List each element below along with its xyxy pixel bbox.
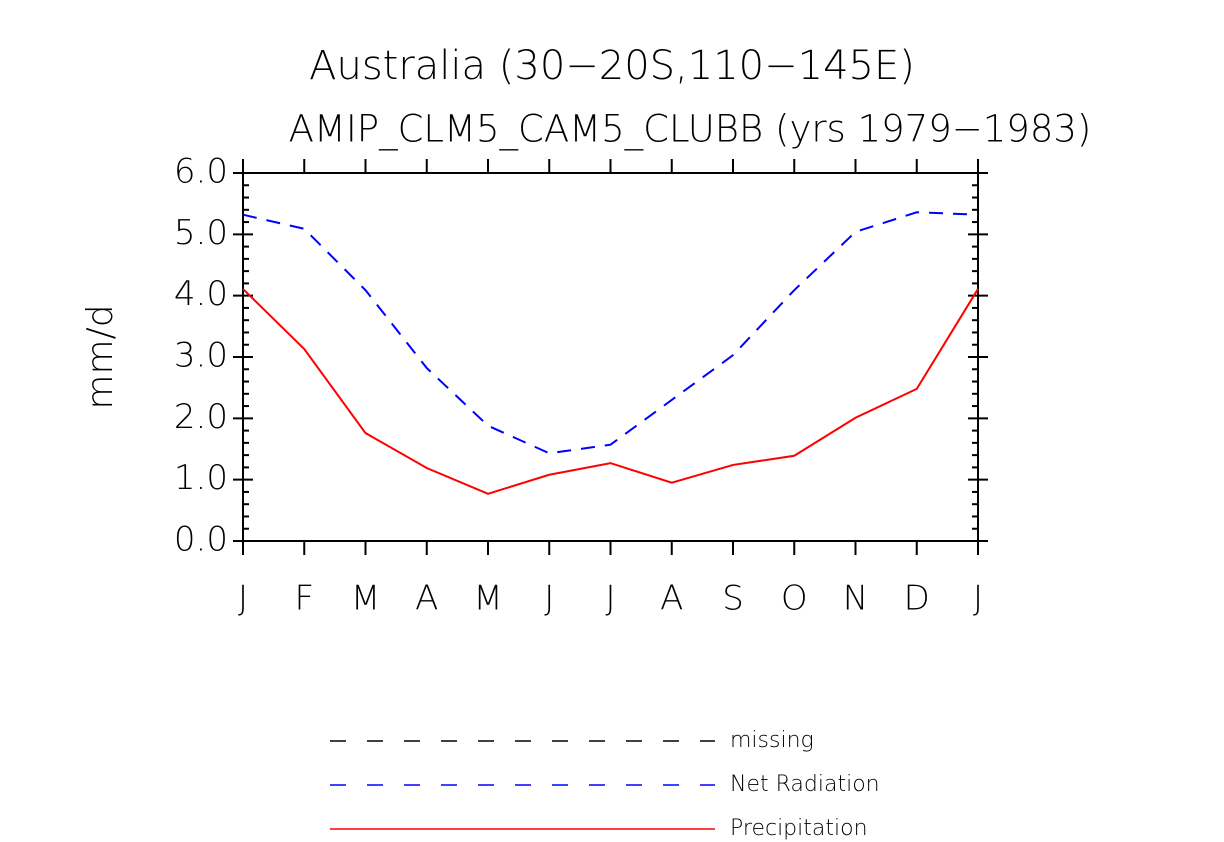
- y-tick-label: 2.0: [174, 397, 228, 437]
- x-tick-label: M: [351, 579, 380, 619]
- series-line: [242, 211, 979, 455]
- y-axis-label: mm/d: [80, 304, 121, 409]
- y-tick-label: 1.0: [174, 458, 228, 498]
- chart-subtitle: AMIP_CLM5_CAM5_CLUBB (yrs 1979−1983): [289, 108, 1092, 152]
- x-tick-label: D: [904, 579, 930, 619]
- y-tick-label: 3.0: [174, 336, 228, 376]
- x-tick-label: J: [605, 579, 615, 619]
- y-tick-label: 0.0: [174, 520, 228, 560]
- series-line: [242, 288, 979, 495]
- x-tick-label: S: [722, 579, 744, 619]
- x-tick-label: J: [973, 579, 983, 619]
- y-tick-label: 6.0: [174, 152, 228, 192]
- legend-label: missing: [730, 728, 814, 753]
- x-tick-label: A: [415, 579, 438, 619]
- x-tick-label: J: [238, 579, 248, 619]
- legend-label: Precipitation: [730, 816, 868, 841]
- x-tick-label: M: [473, 579, 502, 619]
- y-tick-label: 5.0: [174, 213, 228, 253]
- x-tick-label: N: [843, 579, 868, 619]
- x-tick-label: F: [294, 579, 314, 619]
- chart-title: Australia (30−20S,110−145E): [309, 43, 915, 89]
- x-tick-label: J: [544, 579, 554, 619]
- x-tick-label: O: [781, 579, 808, 619]
- legend-label: Net Radiation: [730, 772, 880, 797]
- x-tick-label: A: [660, 579, 683, 619]
- y-tick-label: 4.0: [174, 274, 228, 314]
